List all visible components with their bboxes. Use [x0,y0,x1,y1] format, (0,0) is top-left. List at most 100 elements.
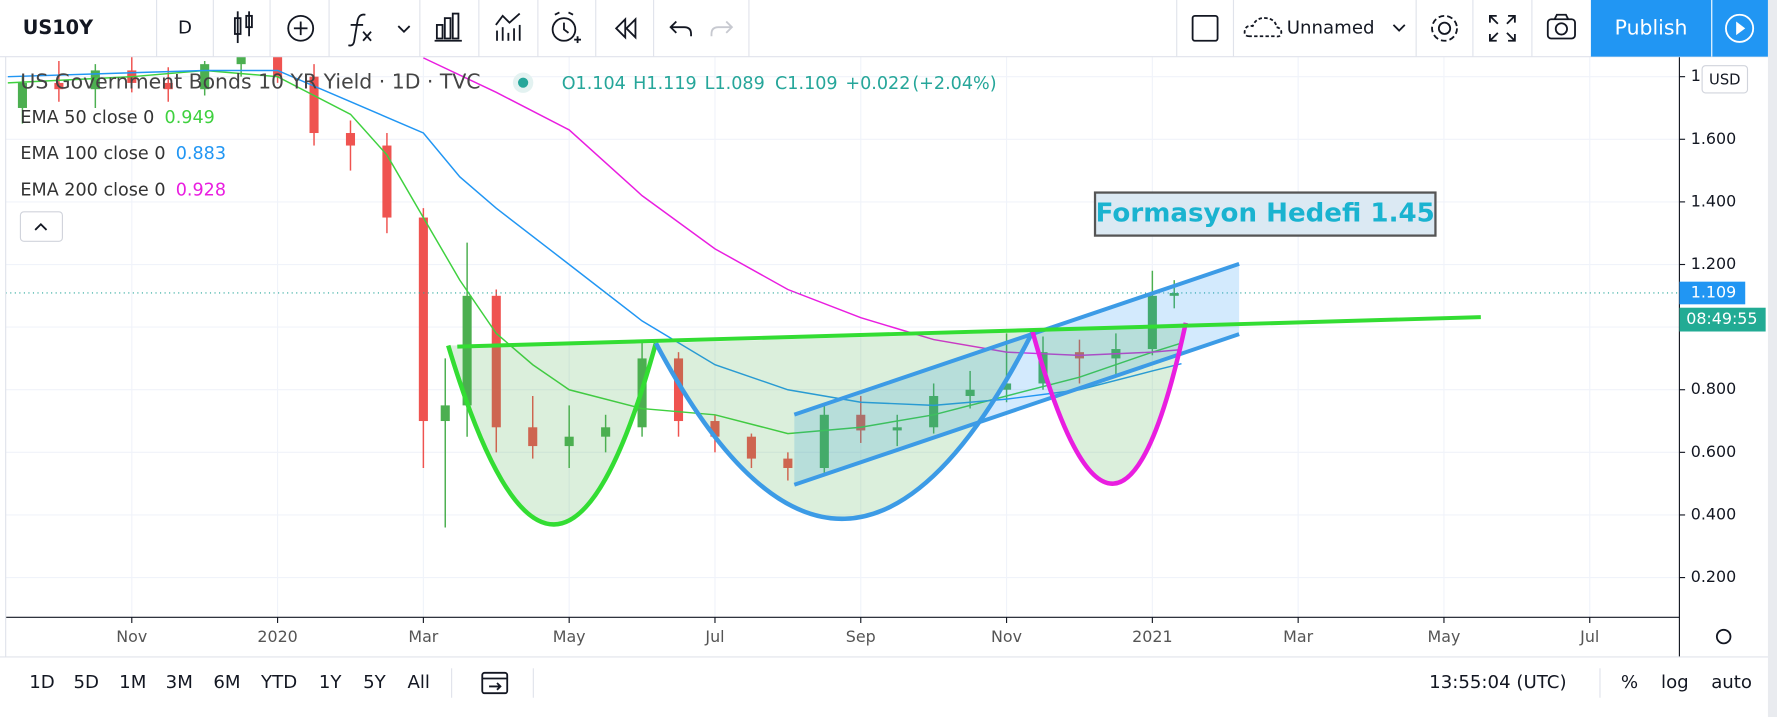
ema-line [423,57,1182,357]
cup-curve [653,330,1035,522]
range-button[interactable]: 5D [73,672,99,693]
edge [1767,0,1777,717]
x-tick-label: Mar [408,627,438,646]
annotation-box [1093,191,1437,237]
handle-fill [1032,322,1186,484]
neckline [457,315,1481,349]
candle-body [783,458,793,468]
countdown-box [1679,307,1766,332]
range-button[interactable]: All [407,672,430,693]
interval[interactable]: D [178,17,192,38]
compare-icon[interactable] [434,12,462,42]
candle-body [273,56,283,77]
goto-date-icon[interactable] [481,671,509,695]
candle-body [236,56,246,65]
snapshot-icon[interactable] [1546,13,1576,40]
layout-icon[interactable] [1191,14,1219,42]
legend-value: 0.928 [176,180,226,200]
alert-icon[interactable] [551,11,581,44]
candle-body [710,421,720,437]
candle-body [746,436,756,459]
symbol[interactable]: US10Y [23,16,94,39]
x-tick-label: 2020 [257,627,297,646]
chevron-icon[interactable] [1392,24,1406,32]
redo-icon[interactable] [710,20,734,37]
ohlc-legend: O1.104 H1.119 L1.089 C1.109 +0.022 (+2.04%) [562,74,997,94]
x-tick-label: Jul [1579,627,1599,646]
candle-body [929,395,939,428]
range-button[interactable]: 6M [213,672,240,693]
candle-body [819,414,829,468]
candle-body [673,358,684,422]
templates-icon[interactable] [495,12,521,41]
candle-body [382,145,392,218]
scale-button[interactable]: auto [1711,672,1752,693]
candle-body [1147,295,1157,350]
range-button[interactable]: 5Y [363,672,387,693]
range-button[interactable]: YTD [260,672,297,693]
range-button[interactable]: 3M [166,672,193,693]
play-icon [1725,13,1755,43]
publish-label: Publish [1615,15,1688,39]
x-tick-label: May [553,627,586,646]
chart-title: US Government Bonds 10 YR Yield · 1D · T… [20,70,480,94]
y-tick-label: 1.400 [1691,191,1736,210]
channel-line [793,332,1240,487]
settings-icon[interactable] [1431,14,1458,42]
clock[interactable]: 13:55:04 (UTC) [1429,672,1566,693]
candle-body [1169,292,1179,296]
x-tick-label: Sep [846,627,876,646]
range-button[interactable]: 1D [29,672,55,693]
candle-body [491,295,501,428]
y-tick-label: 0.600 [1691,442,1736,461]
handle-curve [1030,322,1189,486]
cloud-icon [1243,17,1283,38]
candle-body [345,133,356,146]
candle-body [309,76,319,134]
cup-curve [446,342,659,527]
scale-button[interactable]: log [1661,672,1689,693]
add-icon[interactable] [287,14,315,42]
candle-icon[interactable] [233,11,253,44]
last-price: 1.109 [1691,283,1736,302]
candle-body [856,414,866,431]
x-tick-label: Nov [116,627,147,646]
candle-body [418,217,428,422]
ohlc-value: O1.104 [562,74,626,94]
fullscreen-icon[interactable] [1489,14,1516,42]
candle-body [1002,383,1012,390]
ohlc-value: H1.119 [633,74,697,94]
ema-line [7,69,1182,407]
candle-body [54,82,64,90]
x-tick-label: May [1428,627,1461,646]
candle-body [462,295,472,406]
undo-icon[interactable] [669,20,692,37]
legend-name: EMA 200 close 0 [20,180,165,200]
channel-fill [794,263,1240,485]
range-button[interactable]: 1Y [319,672,343,693]
scale-button[interactable]: % [1621,672,1638,693]
candle-body [601,427,611,437]
countdown: 08:49:55 [1686,309,1757,328]
settings-icon[interactable] [1715,628,1732,645]
ohlc-value: +0.022 [845,74,910,94]
top-toolbar: US10Y D Unnamed Publish [23,0,1768,57]
collapse-button[interactable] [19,211,63,242]
layout-name[interactable]: Unnamed [1287,17,1375,38]
currency-box[interactable] [1701,65,1749,94]
play-icon [1736,21,1746,36]
replay-icon[interactable] [614,17,637,40]
x-tick-label: 2021 [1132,627,1172,646]
indicators-icon[interactable] [348,13,411,47]
range-button[interactable]: 1M [119,672,146,693]
candle-body [200,64,210,90]
y-tick-label: 0.200 [1691,567,1736,586]
bottom-toolbar: 13:55:04 (UTC) 1D 5D 1M 3M 6M YTD 1Y 5Y All% log a… [29,668,1752,698]
y-tick-label: 0.800 [1691,379,1736,398]
publish-button[interactable] [1590,0,1712,57]
ohlc-value: (+2.04%) [912,74,996,94]
